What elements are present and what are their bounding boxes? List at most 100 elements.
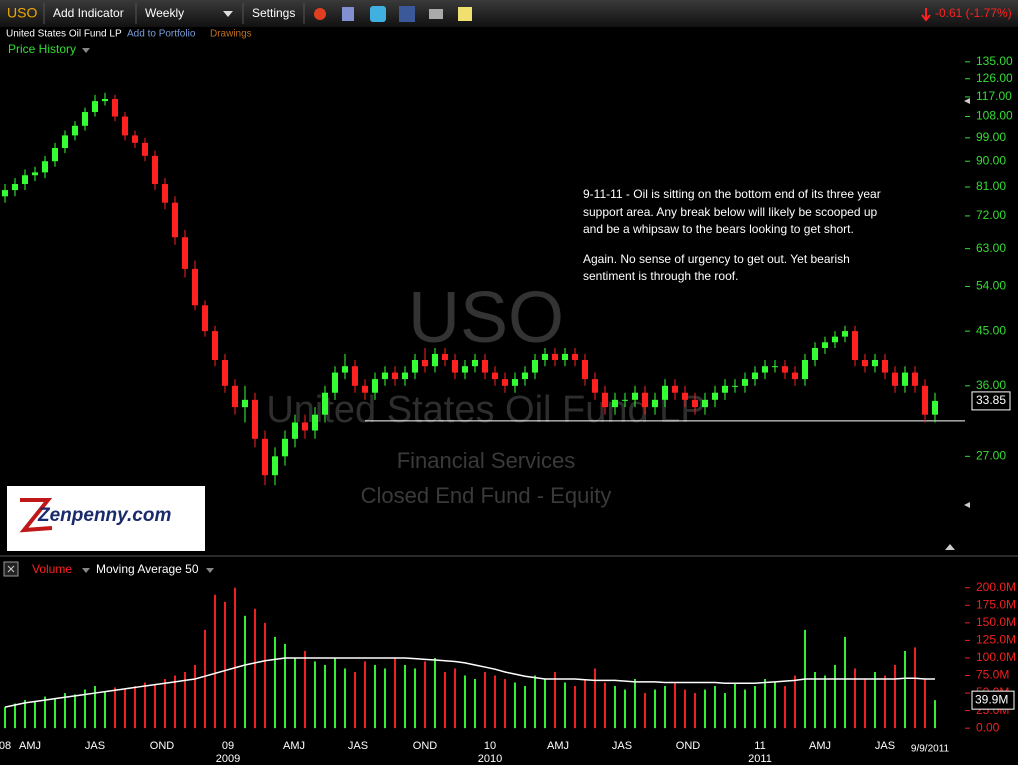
volume-bar: [254, 608, 256, 729]
candle-body: [42, 161, 48, 173]
volume-bar: [14, 703, 16, 729]
volume-bar: [574, 686, 576, 729]
candle-body: [542, 353, 548, 360]
logo-mark: [19, 498, 53, 533]
volume-bar: [394, 657, 396, 729]
candle-body: [732, 385, 738, 387]
candle-body: [192, 268, 198, 306]
volume-bar: [724, 693, 726, 729]
candle-body: [282, 438, 288, 457]
candle-body: [492, 372, 498, 380]
candle-body: [142, 142, 148, 156]
y-tick-label: 117.00: [976, 89, 1012, 103]
year-label: 2009: [216, 753, 240, 765]
add-to-portfolio[interactable]: Add to Portfolio: [127, 29, 196, 40]
watermark-symbol: USO: [408, 278, 564, 358]
candle-body: [512, 379, 518, 386]
volume-bar: [504, 679, 506, 729]
y-tick-label: 63.00: [976, 241, 1006, 255]
volume-bar: [94, 686, 96, 729]
volume-panel: 0.0025.0M50.0M75.0M100.0M125.0M150.0M175…: [0, 580, 1016, 765]
candle-body: [262, 438, 268, 476]
candle-body: [812, 348, 818, 360]
volume-bar: [514, 682, 516, 729]
candle-body: [762, 366, 768, 373]
dropdown-arrow[interactable]: [206, 568, 214, 573]
candle-body: [132, 135, 138, 143]
candle-body: [902, 372, 908, 386]
volume-bar: [414, 668, 416, 729]
volume-bar: [174, 675, 176, 729]
candle-body: [792, 372, 798, 380]
indicator-name: Moving Average 50: [96, 562, 199, 576]
volume-bar: [334, 657, 336, 729]
add-indicator[interactable]: Add Indicator: [53, 6, 124, 20]
candle-body: [562, 353, 568, 360]
volume-bar: [704, 689, 706, 729]
volume-bar: [764, 679, 766, 729]
y-tick-label: 54.00: [976, 279, 1006, 293]
volume-bar: [564, 682, 566, 729]
volume-bar: [784, 686, 786, 729]
symbol[interactable]: USO: [7, 5, 37, 21]
volume-bar: [924, 679, 926, 729]
y-tick-label: 36.00: [976, 378, 1006, 392]
x-tick-label: OND: [150, 740, 175, 752]
candle-body: [232, 385, 238, 408]
drawings[interactable]: Drawings: [210, 29, 252, 40]
volume-bar: [614, 686, 616, 729]
volume-bar: [464, 675, 466, 729]
volume-bar: [424, 661, 426, 729]
volume-bar: [474, 679, 476, 729]
candle-body: [222, 359, 228, 386]
candle-body: [272, 456, 278, 476]
dropdown-arrow[interactable]: [82, 48, 90, 53]
candle-body: [422, 359, 428, 367]
candle-body: [912, 372, 918, 386]
candle-body: [402, 372, 408, 380]
volume-bar: [794, 675, 796, 729]
annotation-line: 9-11-11 - Oil is sitting on the bottom e…: [583, 187, 881, 201]
dropdown-arrow[interactable]: [82, 568, 90, 573]
scroll-arrows[interactable]: [945, 98, 970, 550]
panel-title[interactable]: Price History: [8, 42, 76, 56]
candle-body: [152, 155, 158, 185]
note-icon[interactable]: [458, 7, 472, 21]
volume-bar: [54, 698, 56, 729]
candle-body: [82, 112, 88, 126]
volume-bar: [624, 689, 626, 729]
volume-bar: [124, 689, 126, 729]
candle-body: [602, 392, 608, 408]
settings[interactable]: Settings: [252, 6, 295, 20]
volume-bar: [524, 686, 526, 729]
volume-bar: [684, 689, 686, 729]
facebook-icon[interactable]: [399, 6, 415, 22]
volume-bar: [184, 671, 186, 729]
twitter-icon[interactable]: [370, 6, 386, 22]
candle-body: [32, 172, 38, 176]
candle-body: [442, 353, 448, 360]
y-tick-label: 150.0M: [976, 615, 1016, 629]
alarm-icon[interactable]: [314, 8, 326, 20]
candle-body: [892, 372, 898, 386]
volume-bar: [914, 647, 916, 729]
camera-icon[interactable]: [429, 9, 443, 19]
close-icon[interactable]: [7, 565, 15, 573]
last-date: 9/9/2011: [911, 744, 950, 755]
price-change: -0.61 (-1.77%): [935, 6, 1012, 20]
year-label: 2011: [748, 753, 772, 765]
dropdown-arrow[interactable]: [223, 11, 233, 17]
interval[interactable]: Weekly: [145, 6, 184, 20]
last-price-box: [971, 391, 1011, 411]
compare-icon[interactable]: [342, 7, 354, 21]
x-tick-label: AMJ: [809, 740, 831, 752]
candle-body: [462, 366, 468, 373]
volume-bar: [84, 689, 86, 729]
volume-bar: [814, 671, 816, 729]
volume-bar: [44, 696, 46, 729]
watermark-name: United States Oil Fund LP: [266, 389, 705, 431]
y-tick-label: 75.0M: [976, 668, 1009, 682]
x-tick-label: OND: [676, 740, 701, 752]
volume-bar: [544, 679, 546, 729]
